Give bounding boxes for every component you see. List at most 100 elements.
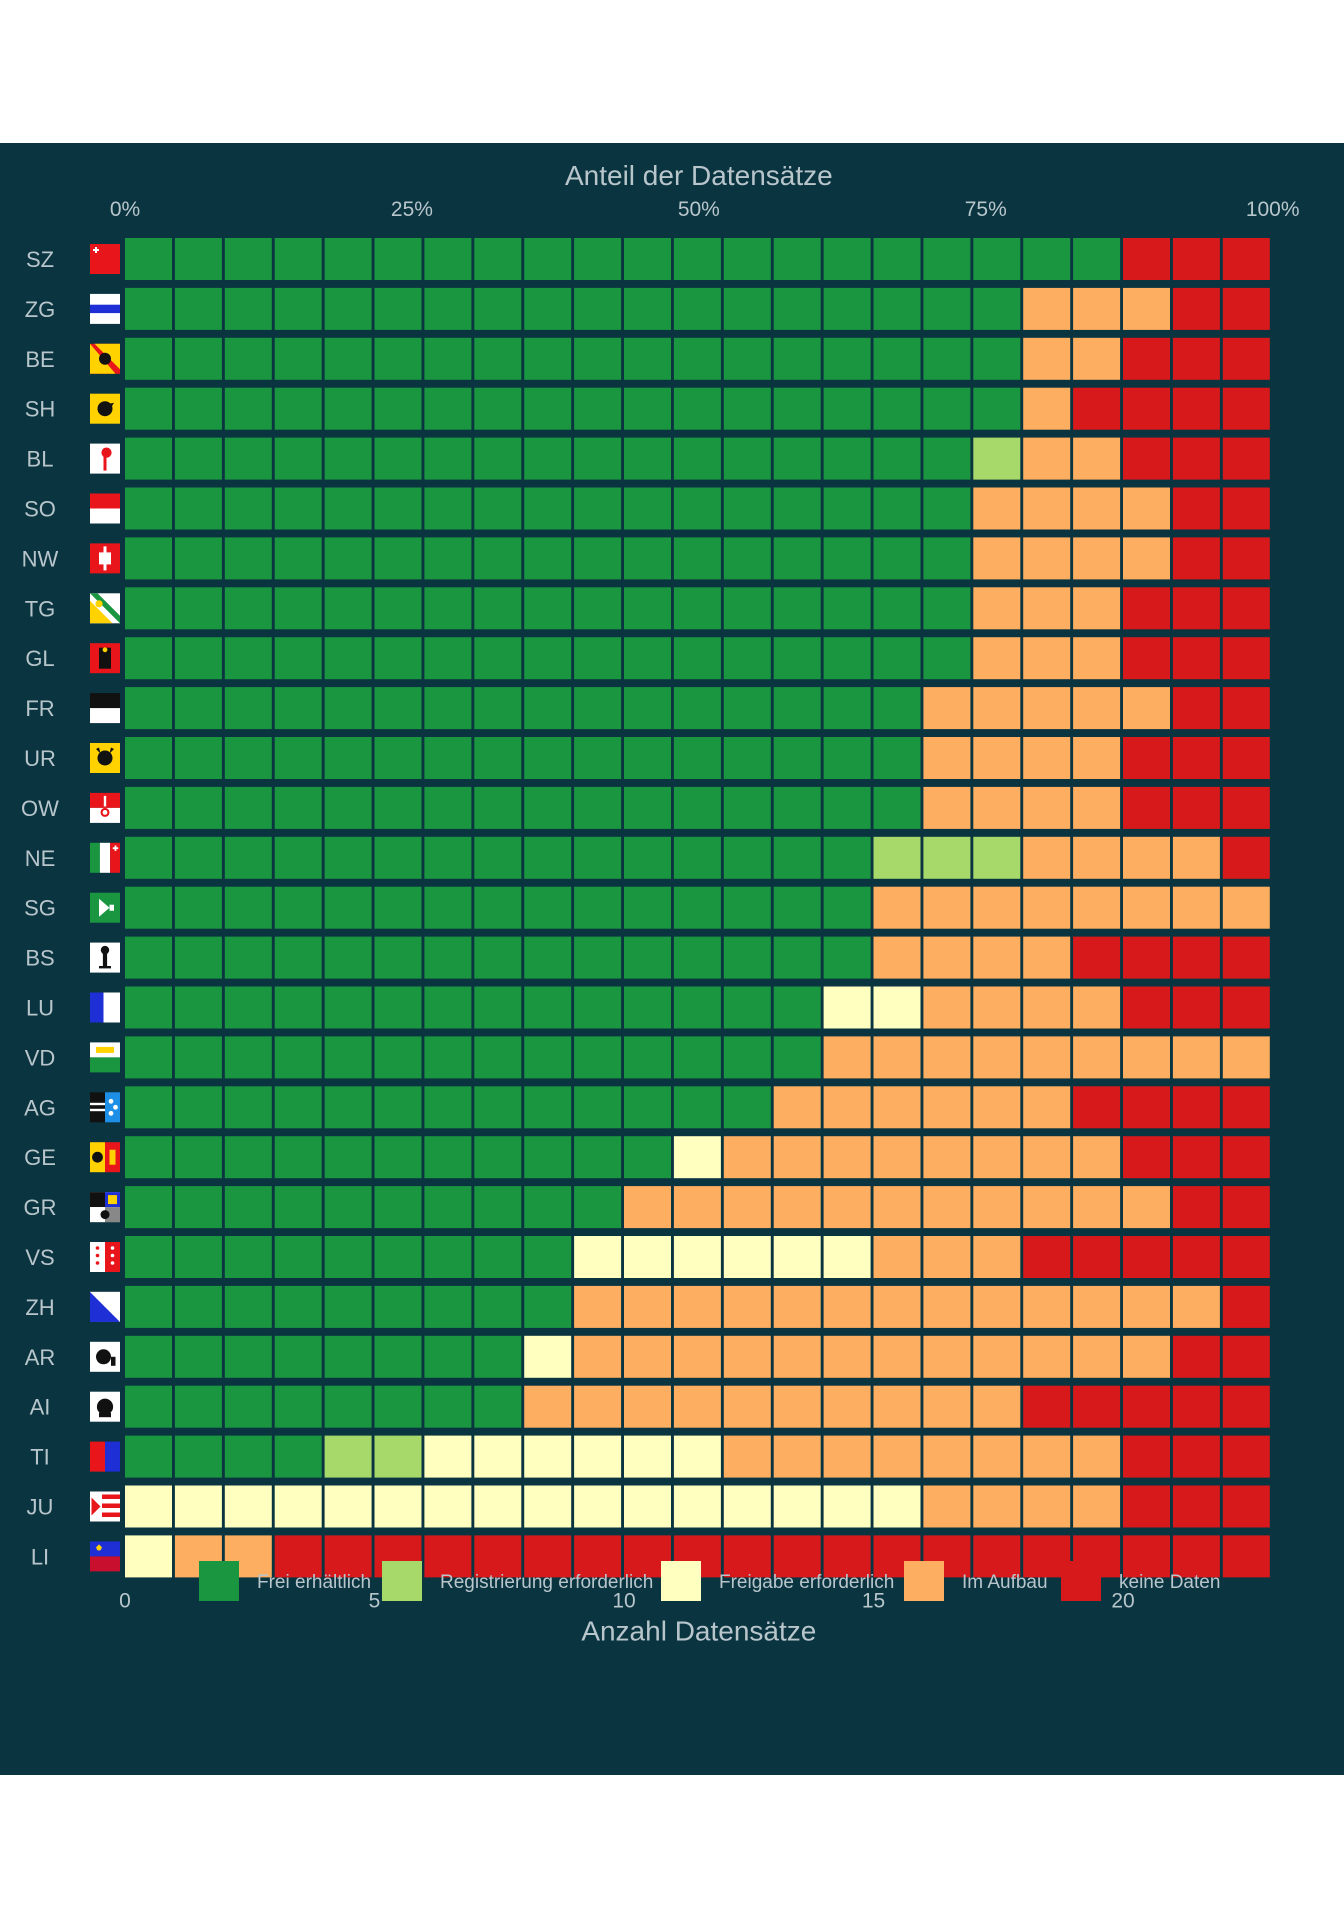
- cell-aufbau: [823, 1385, 871, 1428]
- cell-frei: [224, 1435, 272, 1478]
- cell-frei: [723, 1086, 771, 1129]
- cell-frei: [673, 786, 721, 829]
- cell-aufbau: [1073, 1285, 1121, 1328]
- cell-frei: [524, 986, 572, 1029]
- cell-keine: [1123, 1385, 1170, 1428]
- cell-keine: [1222, 238, 1270, 280]
- cell-frei: [673, 387, 721, 430]
- cell-aufbau: [973, 1285, 1021, 1328]
- cell-keine: [1123, 737, 1170, 779]
- cell-frei: [574, 287, 622, 330]
- cell-frei: [424, 786, 472, 829]
- basel-land-flag: [90, 443, 120, 474]
- cell-frei: [424, 1385, 472, 1428]
- cell-frei: [324, 1236, 372, 1278]
- cell-frei: [524, 1236, 572, 1278]
- cell-keine: [1123, 1535, 1170, 1578]
- cell-frei: [1073, 238, 1121, 280]
- cell-keine: [1123, 786, 1170, 829]
- top-tick-label: 50%: [678, 198, 720, 221]
- legend-label: keine Daten: [1119, 1572, 1220, 1593]
- cell-aufbau: [823, 1136, 871, 1179]
- cell-frei: [424, 1136, 472, 1179]
- cell-aufbau: [1073, 836, 1121, 879]
- cell-aufbau: [973, 936, 1021, 979]
- cell-frei: [823, 437, 871, 480]
- cell-freigabe: [574, 1236, 622, 1278]
- cell-frei: [125, 537, 172, 580]
- cell-aufbau: [673, 1285, 721, 1328]
- bottom-tick-label: 5: [369, 1589, 381, 1612]
- cell-frei: [973, 387, 1021, 430]
- cell-keine: [1172, 1435, 1220, 1478]
- bottom-axis-title: Anzahl Datensätze: [581, 1615, 816, 1646]
- cell-frei: [274, 537, 322, 580]
- cell-frei: [424, 387, 472, 430]
- cell-frei: [873, 737, 921, 779]
- cell-keine: [1222, 1136, 1270, 1179]
- cell-frei: [274, 487, 322, 530]
- zug-flag: [90, 293, 120, 324]
- cell-frei: [624, 786, 671, 829]
- cell-frei: [624, 238, 671, 280]
- cell-aufbau: [873, 1086, 921, 1129]
- row-ag: AG: [24, 1086, 1270, 1129]
- cell-frei: [524, 786, 572, 829]
- cell-frei: [224, 1335, 272, 1378]
- cell-aufbau: [1023, 387, 1071, 430]
- cell-frei: [174, 836, 222, 879]
- cell-frei: [474, 1036, 522, 1079]
- cell-aufbau: [973, 1036, 1021, 1079]
- cell-frei: [524, 1186, 572, 1229]
- cell-frei: [673, 337, 721, 380]
- cell-frei: [823, 886, 871, 929]
- cell-frei: [125, 437, 172, 480]
- cell-frei: [474, 786, 522, 829]
- cell-frei: [773, 537, 821, 580]
- cell-frei: [474, 537, 522, 580]
- cell-freigabe: [773, 1485, 821, 1528]
- row-label: TG: [25, 596, 56, 621]
- cell-aufbau: [973, 1335, 1021, 1378]
- cell-frei: [125, 1335, 172, 1378]
- cell-aufbau: [1023, 936, 1071, 979]
- cell-frei: [773, 737, 821, 779]
- cell-aufbau: [1023, 587, 1071, 630]
- cell-frei: [174, 1086, 222, 1129]
- cell-frei: [224, 687, 272, 730]
- cell-aufbau: [923, 687, 971, 730]
- cell-keine: [1222, 337, 1270, 380]
- cell-frei: [624, 986, 671, 1029]
- legend-swatch: [661, 1561, 701, 1601]
- cell-frei: [125, 936, 172, 979]
- cell-frei: [125, 1136, 172, 1179]
- cell-aufbau: [973, 1086, 1021, 1129]
- cell-frei: [274, 1335, 322, 1378]
- cell-aufbau: [1023, 1136, 1071, 1179]
- cell-frei: [424, 936, 472, 979]
- cell-keine: [1222, 986, 1270, 1029]
- cell-freigabe: [224, 1485, 272, 1528]
- cell-keine: [1222, 1435, 1270, 1478]
- cell-freigabe: [174, 1485, 222, 1528]
- cell-aufbau: [1123, 1036, 1170, 1079]
- cell-frei: [723, 786, 771, 829]
- cell-frei: [125, 737, 172, 779]
- row-label: AR: [25, 1345, 56, 1370]
- row-label: FR: [25, 696, 54, 721]
- row-label: ZG: [25, 297, 56, 322]
- cell-frei: [224, 836, 272, 879]
- row-label: AG: [24, 1095, 56, 1120]
- cell-frei: [174, 337, 222, 380]
- cell-frei: [224, 986, 272, 1029]
- cell-frei: [574, 1086, 622, 1129]
- row-ge: GE: [24, 1136, 1270, 1179]
- bottom-tick-label: 0: [119, 1589, 131, 1612]
- cell-keine: [973, 1535, 1021, 1578]
- cell-keine: [823, 1535, 871, 1578]
- row-label: ZH: [25, 1295, 54, 1320]
- cell-aufbau: [973, 587, 1021, 630]
- cell-keine: [1222, 487, 1270, 530]
- row-label: NW: [22, 546, 59, 571]
- legend-item-frei: Frei erhältlich: [199, 1561, 371, 1601]
